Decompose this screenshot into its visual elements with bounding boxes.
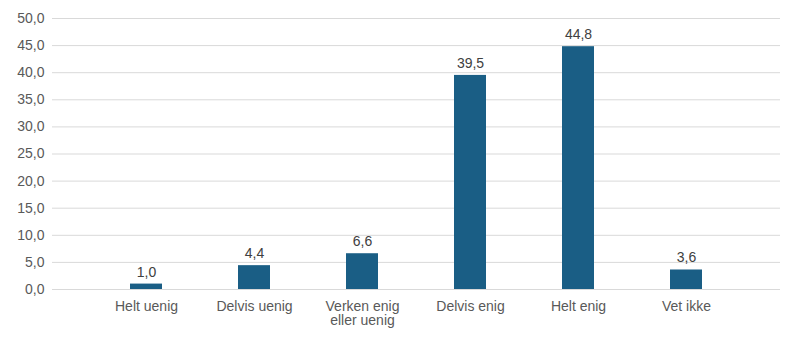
svg-text:Helt enig: Helt enig	[551, 298, 606, 314]
svg-text:0,0: 0,0	[25, 281, 45, 297]
svg-text:5,0: 5,0	[25, 254, 45, 270]
svg-text:25,0: 25,0	[17, 145, 44, 161]
svg-text:Vet ikke: Vet ikke	[662, 298, 711, 314]
svg-text:35,0: 35,0	[17, 91, 44, 107]
svg-text:Delvis enig: Delvis enig	[436, 298, 504, 314]
svg-text:20,0: 20,0	[17, 173, 44, 189]
svg-text:39,5: 39,5	[457, 55, 484, 71]
svg-text:10,0: 10,0	[17, 227, 44, 243]
svg-text:Delvis uenig: Delvis uenig	[216, 298, 292, 314]
svg-text:40,0: 40,0	[17, 64, 44, 80]
svg-text:1,0: 1,0	[137, 264, 157, 280]
svg-text:Helt uenig: Helt uenig	[115, 298, 178, 314]
svg-text:Verken enigeller uenig: Verken enigeller uenig	[326, 298, 400, 328]
svg-text:50,0: 50,0	[17, 10, 44, 26]
svg-text:6,6: 6,6	[353, 233, 373, 249]
svg-text:44,8: 44,8	[565, 26, 592, 42]
svg-text:4,4: 4,4	[245, 245, 265, 261]
svg-text:15,0: 15,0	[17, 200, 44, 216]
svg-text:30,0: 30,0	[17, 118, 44, 134]
svg-text:45,0: 45,0	[17, 37, 44, 53]
svg-text:3,6: 3,6	[677, 249, 697, 265]
